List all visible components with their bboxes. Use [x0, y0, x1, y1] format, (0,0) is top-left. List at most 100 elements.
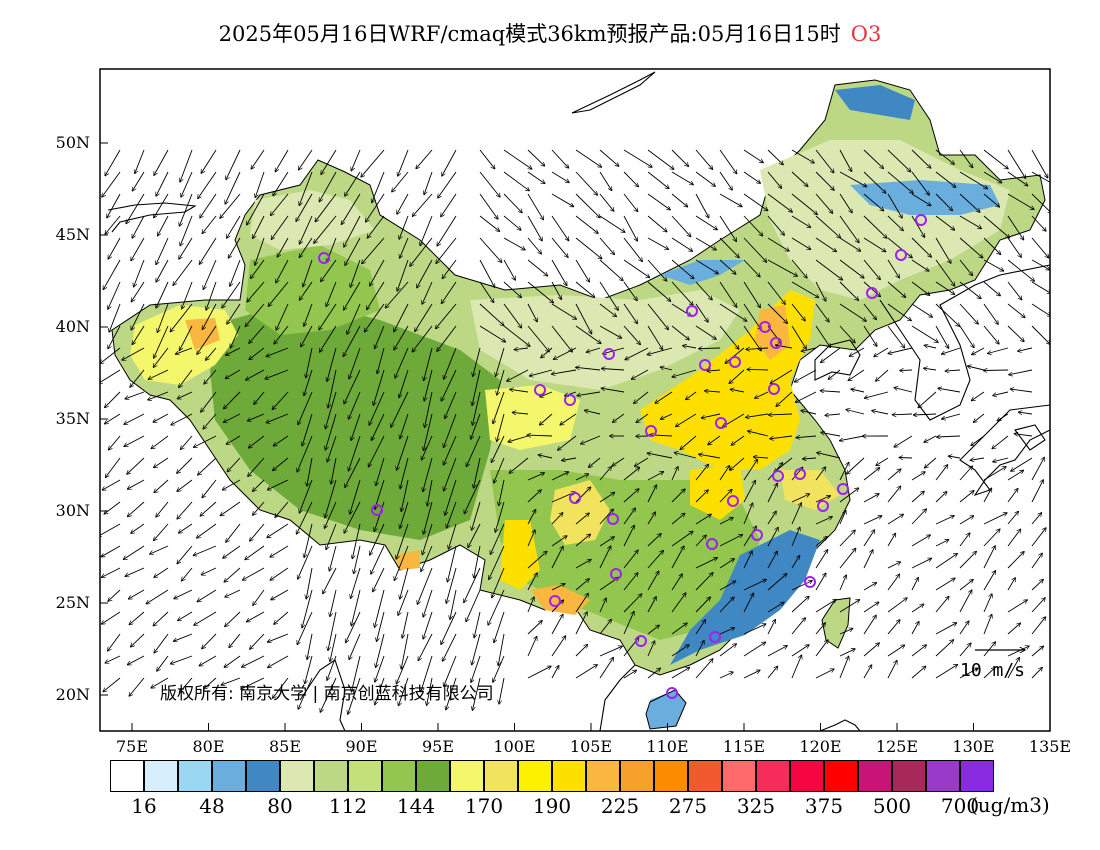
- wind-vector: [599, 646, 622, 657]
- wind-vector: [493, 655, 505, 682]
- wind-vector: [499, 677, 505, 704]
- wind-vector: [497, 369, 505, 395]
- wind-vector: [222, 281, 241, 308]
- wind-vector: [911, 237, 931, 257]
- wind-vector: [427, 479, 433, 506]
- station-marker: [709, 631, 721, 643]
- wind-vector: [551, 666, 559, 679]
- wind-vector: [148, 369, 169, 379]
- wind-vector: [815, 623, 826, 635]
- wind-vector: [527, 281, 554, 303]
- wind-vector: [254, 391, 265, 404]
- wind-vector: [157, 655, 169, 671]
- wind-vector: [576, 367, 601, 371]
- wind-vector: [1007, 193, 1034, 210]
- wind-vector: [815, 669, 834, 679]
- wind-vector: [589, 457, 601, 467]
- wind-vector: [1031, 553, 1042, 569]
- wind-vector: [815, 537, 827, 547]
- wind-vector: [911, 259, 929, 271]
- wind-vector: [423, 611, 433, 639]
- wind-vector: [839, 548, 856, 569]
- wind-vector: [876, 369, 889, 381]
- wind-vector: [935, 237, 951, 263]
- wind-vector: [983, 529, 1000, 547]
- wind-vector: [887, 598, 907, 613]
- wind-vector: [197, 523, 217, 538]
- wind-vector: [743, 593, 754, 613]
- wind-vector: [839, 656, 849, 679]
- wind-vector: [497, 413, 505, 442]
- wind-vector: [695, 597, 711, 613]
- wind-vector: [247, 281, 265, 302]
- wind-vector: [362, 237, 385, 264]
- wind-vector: [156, 237, 169, 265]
- wind-vector: [599, 492, 615, 503]
- wind-vector: [319, 171, 337, 202]
- wind-vector: [437, 325, 457, 351]
- wind-vector: [575, 593, 588, 613]
- wind-vector: [350, 479, 361, 514]
- wind-vector: [575, 474, 589, 481]
- wind-vector: [705, 391, 721, 392]
- wind-vector: [418, 633, 433, 661]
- wind-vector: [1007, 259, 1035, 281]
- station-marker: [603, 348, 615, 360]
- wind-vector: [391, 391, 409, 427]
- wind-vector: [863, 643, 879, 657]
- wind-vector: [471, 413, 481, 439]
- wind-vector: [479, 281, 494, 303]
- wind-vector: [399, 215, 409, 239]
- station-marker: [729, 356, 741, 368]
- legend-swatch: [518, 760, 552, 792]
- wind-vector: [719, 628, 735, 635]
- wind-vector: [983, 467, 1006, 481]
- station-marker: [837, 483, 849, 495]
- western-zone: [245, 245, 380, 335]
- wind-vector: [959, 325, 974, 348]
- wind-vector: [767, 171, 782, 188]
- wind-vector: [623, 193, 638, 212]
- wind-vector: [815, 215, 841, 238]
- wind-vector: [746, 348, 769, 349]
- wind-vector: [253, 215, 265, 239]
- wind-vector: [346, 611, 361, 643]
- wind-vector: [271, 589, 289, 600]
- wind-vector: [791, 193, 817, 215]
- station-marker: [794, 468, 806, 480]
- wind-vector: [299, 215, 313, 244]
- legend-label: 700: [940, 794, 980, 818]
- station-marker: [666, 687, 678, 699]
- wind-vector: [887, 574, 900, 591]
- wind-vector: [743, 215, 763, 236]
- wind-vector: [423, 457, 433, 492]
- wind-vector: [815, 259, 843, 280]
- wind-vector: [815, 640, 828, 657]
- wind-vector: [105, 215, 121, 234]
- wind-vector: [623, 573, 638, 591]
- wind-vector: [466, 435, 481, 467]
- wind-vector: [719, 325, 739, 349]
- wind-vector: [1007, 171, 1028, 186]
- legend-swatch: [722, 760, 756, 792]
- wind-vector: [839, 488, 859, 503]
- wind-vector: [575, 215, 598, 233]
- wind-vector: [959, 516, 974, 525]
- wind-vector: [423, 501, 433, 534]
- wind-vector: [472, 501, 481, 530]
- wind-vector: [267, 479, 289, 490]
- wind-vector: [863, 303, 876, 320]
- wind-vector: [575, 237, 602, 259]
- wind-vector: [983, 370, 1009, 371]
- station-marker: [727, 495, 739, 507]
- wind-vector: [983, 571, 996, 591]
- wind-vector: [527, 666, 551, 679]
- wind-vector: [719, 259, 736, 274]
- station-marker: [817, 500, 829, 512]
- wind-vector: [623, 489, 639, 503]
- wind-vector: [719, 281, 737, 307]
- wind-vector: [746, 413, 769, 417]
- wind-vector: [791, 645, 809, 657]
- wind-vector: [255, 171, 265, 198]
- wind-vector: [839, 303, 866, 321]
